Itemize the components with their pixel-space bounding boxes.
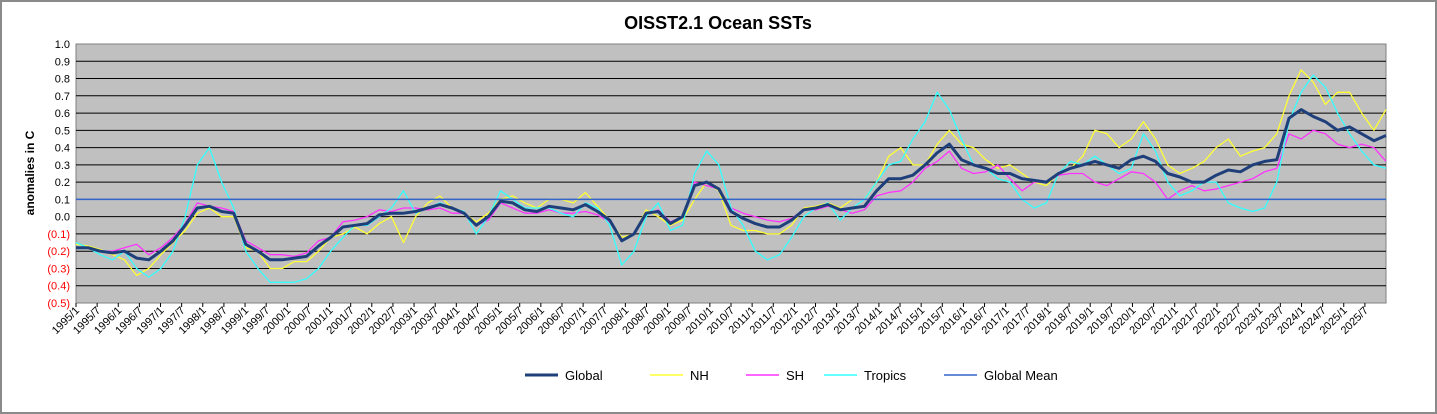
y-axis-ticks: 1.0 0.9 0.8 0.7 0.6 0.5 0.4 0.3 0.2 0.1 0.0 (0.1) (0… — [47, 39, 70, 310]
plot-area — [75, 43, 1387, 304]
y-tick-label: (0.2) — [47, 246, 70, 258]
y-tick-label: 0.7 — [55, 91, 70, 103]
legend-label: Global — [565, 368, 603, 383]
y-tick-label: (0.4) — [47, 281, 70, 293]
y-axis-label: anomalies in C — [23, 130, 37, 215]
legend: Global NH SH Tropics Global Mean — [525, 368, 1058, 383]
y-tick-label: (0.1) — [47, 229, 70, 241]
y-tick-label: 0.4 — [55, 143, 70, 155]
y-tick-label: 0.6 — [55, 108, 70, 120]
y-tick-label: (0.3) — [47, 263, 70, 275]
y-tick-label: 0.5 — [55, 125, 70, 137]
chart-title: OISST2.1 Ocean SSTs — [624, 13, 812, 33]
y-tick-label: 0.9 — [55, 56, 70, 68]
legend-label: NH — [690, 368, 709, 383]
y-tick-label: (0.5) — [47, 298, 70, 310]
y-tick-label: 0.1 — [55, 194, 70, 206]
y-tick-label: 0.8 — [55, 74, 70, 86]
y-tick-label: 0.0 — [55, 212, 70, 224]
x-axis-ticks: 1995/11995/71996/11996/71997/11997/71998… — [50, 303, 1371, 337]
y-tick-label: 1.0 — [55, 39, 70, 51]
y-tick-label: 0.2 — [55, 177, 70, 189]
y-tick-label: 0.3 — [55, 160, 70, 172]
legend-label: SH — [786, 368, 804, 383]
series-line-nh — [75, 69, 1387, 277]
series-lines — [75, 69, 1387, 283]
legend-label: Global Mean — [984, 368, 1058, 383]
legend-label: Tropics — [864, 368, 907, 383]
series-line-tropics — [75, 74, 1387, 283]
series-line-global — [76, 108, 1387, 262]
